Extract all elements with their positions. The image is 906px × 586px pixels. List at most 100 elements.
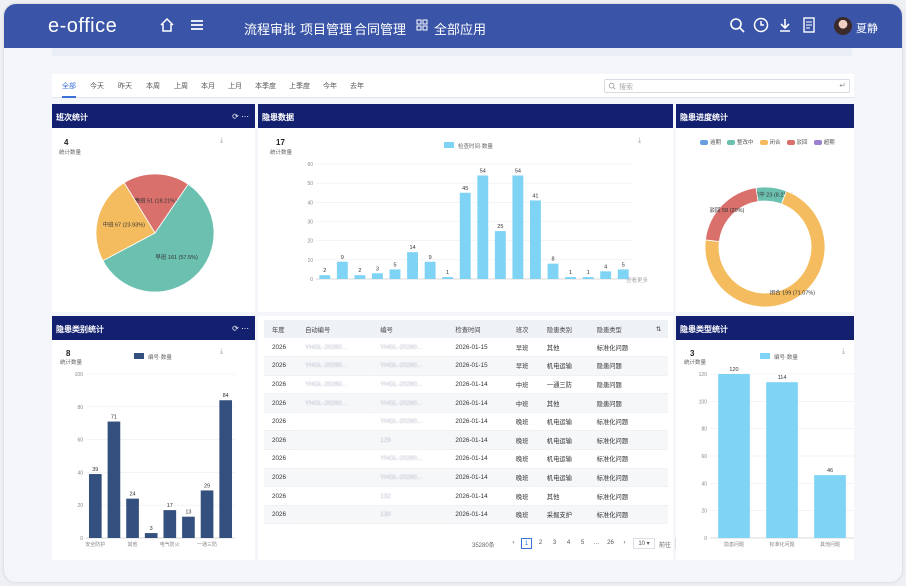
table-row[interactable]: 2026 132 2026-01-14 晚班 其他 标准化问题 [264,486,668,506]
search-icon[interactable] [728,16,746,34]
column-header[interactable]: 班次 [507,320,539,338]
bar[interactable] [459,192,471,279]
page-button[interactable]: 5 [577,538,588,549]
legend-item[interactable]: 超期 [813,140,835,146]
column-header[interactable]: 隐患类别 [538,320,589,338]
bar[interactable] [200,490,214,538]
bar[interactable] [565,277,576,279]
bar[interactable] [354,275,366,279]
nav-project[interactable]: 项目管理 [300,22,353,37]
column-header[interactable]: 隐患类型 [588,320,648,338]
filter-tab-all[interactable]: 全部 [62,83,76,98]
bar[interactable] [107,421,121,538]
table-row[interactable]: 2026 YHGL-20260... 2026-01-14 晚班 机电运输 标准化问题 [264,449,668,469]
column-header[interactable]: 编号 [372,320,448,338]
table-row[interactable]: 2026 129 2026-01-14 晚班 机电运输 标准化问题 [264,430,668,451]
column-header[interactable]: 检查时间 [447,320,508,338]
bar[interactable] [372,273,383,279]
grid-apps-icon[interactable] [416,19,428,31]
table-row[interactable]: 2026 YHGL-20260... 2026-01-14 晚班 机电运输 标准化问题 [264,412,668,432]
bar[interactable] [512,175,524,280]
bar[interactable] [766,382,798,538]
page-button[interactable]: 4 [563,538,574,549]
table-row[interactable]: 2026 YHGL-20260... YHGL-20260... 2026-01-14… [264,393,668,413]
column-settings-icon[interactable]: ⇅ [647,320,668,338]
nav-workflow[interactable]: 流程审批 [244,22,297,37]
page-button[interactable]: 2 [535,538,546,549]
download-icon[interactable]: ⤓ [220,348,224,355]
bar[interactable] [407,252,418,279]
download-icon[interactable]: ⤓ [638,137,642,144]
legend-item[interactable]: 整改中 [727,140,754,146]
page-button[interactable]: 1 [521,538,532,549]
bar[interactable] [182,516,195,538]
bar[interactable] [424,261,436,279]
page-button[interactable]: 26 [605,538,616,549]
filter-tab-today[interactable]: 今天 [90,83,104,90]
pie-slice[interactable] [123,173,189,234]
next-page-button[interactable]: › [619,538,630,549]
download-icon[interactable]: ⤓ [220,137,224,144]
pie-slice[interactable] [704,190,826,308]
legend-item[interactable]: 闭合 [759,140,781,146]
pie-slice[interactable] [95,182,156,262]
filter-tab-this-quarter[interactable]: 本季度 [255,83,276,90]
page-size-select[interactable]: 10 ▾ [633,538,655,549]
nav-contract[interactable]: 合同管理 [354,22,407,37]
bar[interactable] [617,269,629,279]
bar[interactable] [477,175,489,280]
table-row[interactable]: 2026 YHGL-20260... YHGL-20260... 2026-01-15… [264,338,668,358]
bar[interactable] [88,474,102,538]
filter-tab-this-week[interactable]: 本周 [146,83,160,90]
table-row[interactable]: 2026 YHGL-20260... 2026-01-14 晚班 机电运输 标准化问题 [264,468,668,488]
filter-tab-last-year[interactable]: 去年 [350,83,364,90]
clock-icon[interactable] [752,16,770,34]
filter-tab-last-quarter[interactable]: 上季度 [289,83,310,90]
page-button[interactable]: 3 [549,538,560,549]
bar[interactable] [547,263,559,279]
legend-label[interactable]: 编号·数量 [148,355,172,361]
filter-tab-yesterday[interactable]: 昨天 [118,83,132,90]
legend-item[interactable]: 驳回 [786,140,808,146]
prev-page-button[interactable]: ‹ [508,538,519,549]
bar[interactable] [494,231,506,279]
filter-tab-last-month[interactable]: 上月 [228,83,242,90]
column-header[interactable]: 年度 [264,320,298,338]
search-input[interactable]: 搜索 ↵ [604,79,850,93]
bar[interactable] [389,269,401,279]
bar[interactable] [582,277,594,279]
view-more-link[interactable]: 查看更多 [626,278,649,284]
bar[interactable] [144,533,158,538]
bar[interactable] [319,275,331,279]
bar[interactable] [126,498,139,538]
bar[interactable] [814,475,846,538]
legend-item[interactable]: 逾期 [700,140,721,146]
user-name[interactable]: 夏静 [856,23,878,35]
filter-tab-last-week[interactable]: 上周 [174,83,188,90]
table-row[interactable]: 2026 130 2026-01-14 晚班 采掘支护 标准化问题 [264,505,668,525]
download-icon[interactable] [776,16,794,34]
pie-slice[interactable] [102,183,215,293]
refresh-icon[interactable]: ⟳ ⋯ [232,112,249,121]
table-row[interactable]: 2026 YHGL-20260... YHGL-20260... 2026-01-14… [264,375,668,395]
page-button[interactable]: … [591,538,602,549]
bar[interactable] [219,400,233,538]
bar[interactable] [163,510,177,538]
bar[interactable] [336,261,348,279]
menu-icon[interactable] [188,16,206,34]
bar[interactable] [442,277,454,279]
bar[interactable] [530,200,541,279]
refresh-icon[interactable]: ⟳ ⋯ [232,324,249,333]
filter-tab-this-year[interactable]: 今年 [323,83,337,90]
avatar[interactable] [834,17,852,35]
nav-all-apps[interactable]: 全部应用 [434,22,487,37]
filter-tab-this-month[interactable]: 本月 [201,83,215,90]
app-logo[interactable]: e-office [48,15,118,37]
column-header[interactable]: 自动编号 [297,320,373,338]
legend-label[interactable]: 检查时间·数量 [458,144,493,150]
download-icon[interactable]: ⤓ [842,348,846,355]
bar[interactable] [718,374,750,538]
document-icon[interactable] [800,16,818,34]
home-icon[interactable] [158,16,176,34]
table-row[interactable]: 2026 YHGL-20260... YHGL-20260... 2026-01-15… [264,356,668,376]
